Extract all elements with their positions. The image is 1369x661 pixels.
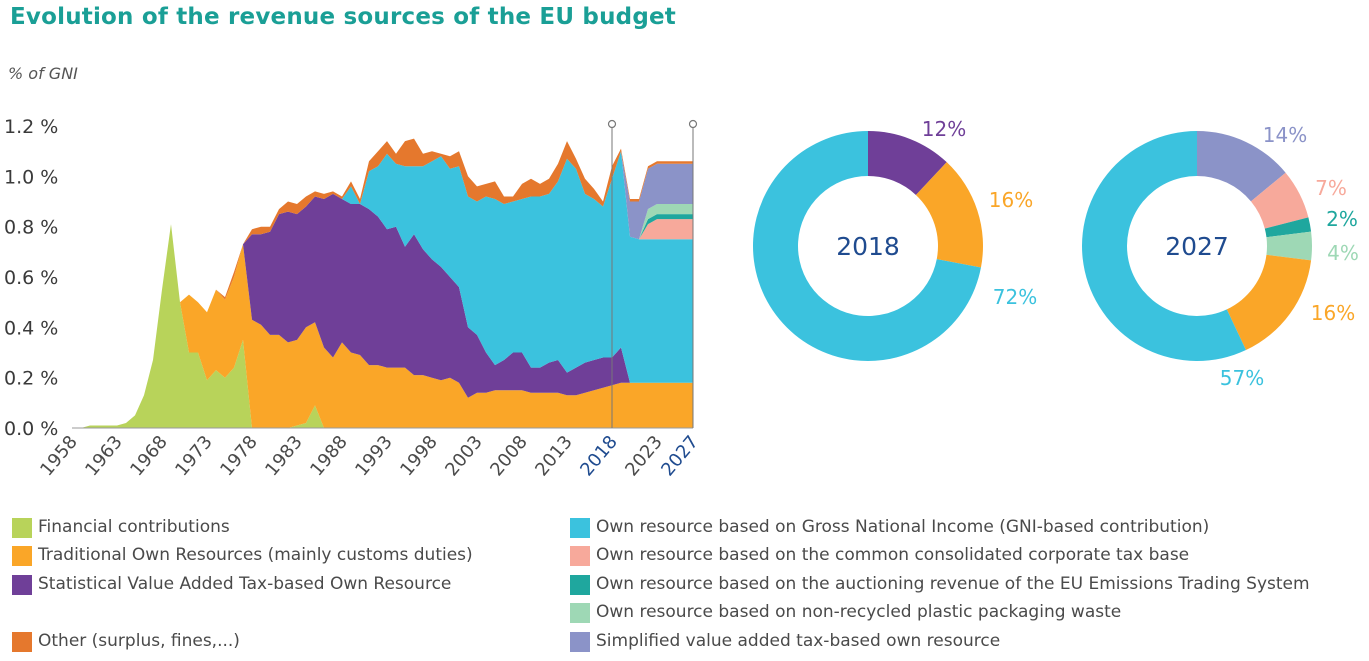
x-tick-label: 2018 bbox=[576, 432, 622, 481]
donut-center-year: 2027 bbox=[1165, 232, 1229, 261]
x-tick-label: 1978 bbox=[216, 432, 262, 481]
area-series-gni bbox=[72, 151, 693, 428]
x-tick-label: 1988 bbox=[306, 432, 352, 481]
legend-label: Own resource based on non-recycled plast… bbox=[596, 602, 1122, 622]
legend-swatch bbox=[12, 632, 32, 652]
x-tick-label: 2027 bbox=[657, 432, 703, 481]
legend-label: Own resource based on the auctioning rev… bbox=[596, 574, 1310, 594]
legend-swatch bbox=[570, 518, 590, 538]
x-tick-label: 2023 bbox=[621, 432, 667, 481]
donut-slice-svat bbox=[1197, 131, 1286, 202]
donut-slice-gni bbox=[752, 131, 981, 361]
legend-label: Own resource based on Gross National Inc… bbox=[596, 517, 1210, 537]
donut-slice-plastic bbox=[1266, 231, 1312, 261]
legend-swatch bbox=[12, 518, 32, 538]
area-series-tor bbox=[72, 224, 693, 428]
donut-slice-label: 16% bbox=[989, 188, 1033, 212]
chart-title: Evolution of the revenue sources of the … bbox=[10, 4, 676, 30]
donut-slice-label: 7% bbox=[1315, 176, 1347, 200]
x-tick-label: 1983 bbox=[261, 432, 307, 481]
donut-slice-label: 16% bbox=[1311, 301, 1355, 325]
donut-slice-tor bbox=[915, 162, 983, 268]
donut-slice-label: 4% bbox=[1327, 241, 1359, 265]
y-tick-label: 1.0 % bbox=[4, 166, 58, 188]
x-tick-label: 2003 bbox=[441, 432, 487, 481]
legend-label: Statistical Value Added Tax-based Own Re… bbox=[38, 574, 452, 594]
legend-label: Other (surplus, fines,...) bbox=[38, 631, 240, 651]
legend-swatch bbox=[570, 603, 590, 623]
y-tick-label: 0.0 % bbox=[4, 418, 58, 440]
x-tick-label: 1968 bbox=[126, 432, 172, 481]
x-tick-label: 1963 bbox=[81, 432, 127, 481]
legend-label: Own resource based on the common consoli… bbox=[596, 545, 1190, 565]
donut-slice-label: 57% bbox=[1220, 366, 1264, 390]
legend-swatch bbox=[570, 632, 590, 652]
y-axis-unit-label: % of GNI bbox=[8, 64, 78, 83]
y-tick-label: 0.4 % bbox=[4, 317, 58, 339]
legend-swatch bbox=[12, 575, 32, 595]
donut-slice-label: 12% bbox=[922, 117, 966, 141]
legend-label: Financial contributions bbox=[38, 517, 230, 537]
donut-slice-ets bbox=[1264, 217, 1312, 238]
donut-chart-2027: 14% 7% 2% 4% 16% 57% 2027 bbox=[1082, 123, 1359, 390]
y-tick-label: 0.8 % bbox=[4, 217, 58, 239]
area-series-financial bbox=[72, 224, 693, 428]
legend-swatch bbox=[570, 546, 590, 566]
donut-slice-vat bbox=[868, 131, 947, 195]
area-series-vat bbox=[72, 193, 693, 428]
donut-slice-label: 2% bbox=[1326, 207, 1358, 231]
stacked-area-chart bbox=[72, 138, 693, 428]
x-tick-label: 1973 bbox=[171, 432, 217, 481]
donut-center-year: 2018 bbox=[836, 232, 900, 261]
y-tick-label: 1.2 % bbox=[4, 116, 58, 138]
donut-slice-tor bbox=[1226, 254, 1312, 351]
legend-swatch bbox=[570, 575, 590, 595]
legend-label: Simplified value added tax-based own res… bbox=[596, 631, 1001, 651]
year-marker-dot bbox=[607, 119, 617, 129]
donut-slice-ccctb bbox=[1250, 172, 1309, 229]
legend-swatch bbox=[12, 546, 32, 566]
donut-slice-label: 72% bbox=[993, 285, 1037, 309]
x-tick-label: 1998 bbox=[396, 432, 442, 481]
year-marker-dot bbox=[688, 119, 698, 129]
x-tick-label: 2008 bbox=[486, 432, 532, 481]
x-tick-label: 2013 bbox=[531, 432, 577, 481]
y-tick-label: 0.2 % bbox=[4, 368, 58, 390]
donut-slice-gni bbox=[1082, 131, 1246, 361]
donut-slice-label: 14% bbox=[1263, 123, 1307, 147]
x-tick-label: 1993 bbox=[351, 432, 397, 481]
donut-chart-2018: 12% 16% 72% 2018 bbox=[752, 117, 1037, 361]
legend-label: Traditional Own Resources (mainly custom… bbox=[38, 545, 473, 565]
y-tick-label: 0.6 % bbox=[4, 267, 58, 289]
